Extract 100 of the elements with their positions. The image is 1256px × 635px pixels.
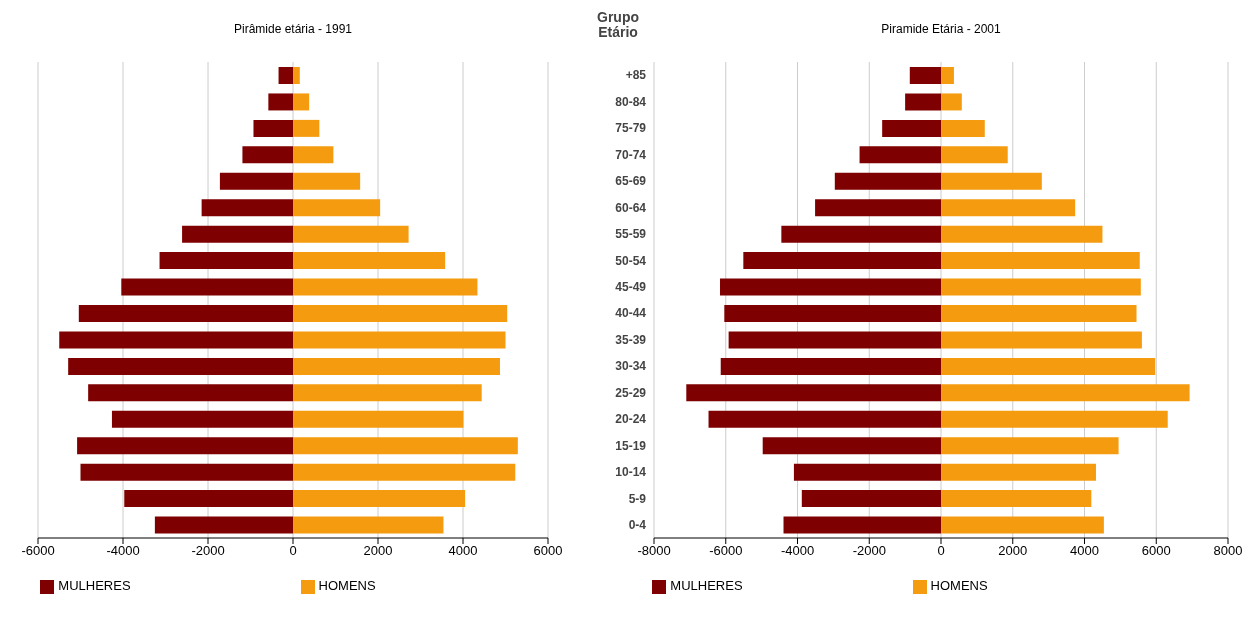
- y-tick-label: 25-29: [615, 385, 647, 400]
- y-tick-label: 30-34: [615, 359, 647, 374]
- x-tick-label: -6000: [21, 543, 55, 559]
- bar: [720, 357, 941, 375]
- bar: [941, 93, 962, 111]
- bar: [708, 410, 941, 428]
- bar: [941, 305, 1137, 322]
- y-tick-label: 70-74: [615, 147, 647, 162]
- bar: [159, 252, 293, 270]
- bar: [219, 172, 293, 190]
- bar: [743, 252, 941, 270]
- x-tick-label: 2000: [363, 543, 393, 559]
- legend-label: HOMENS: [930, 578, 988, 593]
- bar: [293, 146, 334, 164]
- bar: [815, 199, 941, 217]
- y-tick-label: 45-49: [615, 280, 647, 295]
- bar: [59, 331, 293, 349]
- bar: [293, 93, 310, 111]
- y-tick-label: 10-14: [615, 465, 647, 480]
- y-tick-label: 60-64: [615, 200, 647, 215]
- x-tick-label: -2000: [852, 543, 886, 559]
- bar: [121, 278, 293, 296]
- y-tick-label: 0-4: [628, 518, 647, 533]
- bar: [278, 67, 293, 84]
- bar: [201, 199, 293, 217]
- bar: [154, 516, 293, 534]
- bar: [941, 384, 1190, 402]
- y-tick-label: 20-24: [615, 412, 647, 427]
- bar: [293, 252, 446, 270]
- x-tick-label: 6000: [1141, 543, 1171, 559]
- bar: [801, 490, 941, 508]
- bar: [720, 278, 941, 296]
- bar: [762, 437, 941, 455]
- x-tick-label: -4000: [106, 543, 140, 559]
- bar: [941, 252, 1140, 270]
- bar: [728, 331, 941, 349]
- bar: [941, 516, 1104, 534]
- x-tick-label: 6000: [533, 543, 563, 559]
- bar: [941, 463, 1096, 481]
- bar: [941, 146, 1008, 164]
- bar: [293, 437, 518, 455]
- x-tick-label: 4000: [1070, 543, 1099, 559]
- y-tick-label: 5-9: [628, 491, 647, 506]
- bar: [293, 357, 500, 375]
- legend-label: MULHERES: [58, 578, 131, 593]
- y-tick-label: 40-44: [615, 306, 647, 321]
- bar: [941, 225, 1103, 243]
- bar: [293, 516, 444, 534]
- bar: [941, 331, 1142, 349]
- chart-title: Pirâmide etária - 1991: [232, 22, 354, 36]
- legend-label: HOMENS: [318, 578, 376, 593]
- y-tick-label: 50-54: [615, 253, 647, 268]
- bar: [293, 225, 409, 243]
- y-tick-label: +85: [625, 68, 647, 83]
- x-tick-label: 0: [289, 543, 297, 559]
- bar: [182, 225, 293, 243]
- y-tick-label: 55-59: [615, 227, 647, 242]
- bar: [859, 146, 941, 164]
- y-tick-label: 35-39: [615, 332, 647, 347]
- bar: [68, 357, 293, 375]
- bar: [293, 172, 361, 190]
- bar: [686, 384, 941, 402]
- bar: [293, 305, 508, 322]
- bar: [253, 119, 293, 137]
- y-tick-label: 80-84: [615, 94, 647, 109]
- bar: [293, 119, 320, 137]
- x-tick-label: 4000: [448, 543, 478, 559]
- x-tick-label: 8000: [1213, 543, 1243, 559]
- bar: [293, 278, 478, 296]
- bar: [77, 437, 293, 455]
- bar: [941, 410, 1168, 428]
- bar: [293, 490, 466, 508]
- bar: [941, 490, 1092, 508]
- bar: [941, 199, 1076, 217]
- bar: [80, 463, 293, 481]
- y-tick-label: 75-79: [615, 121, 647, 136]
- bar: [905, 93, 941, 111]
- bar: [111, 410, 293, 428]
- x-tick-label: -8000: [637, 543, 671, 559]
- bar: [293, 331, 506, 349]
- bar: [781, 225, 941, 243]
- bar: [941, 357, 1156, 375]
- bar: [293, 384, 482, 402]
- legend-label: MULHERES: [670, 578, 743, 593]
- y-axis-title: Grupo Etário: [596, 9, 640, 40]
- bar: [909, 67, 941, 84]
- bar: [724, 305, 941, 322]
- bar: [242, 146, 293, 164]
- bar: [941, 67, 954, 84]
- bar: [88, 384, 293, 402]
- bar: [293, 67, 300, 84]
- bar: [941, 172, 1042, 190]
- bar: [293, 410, 464, 428]
- x-tick-label: -4000: [780, 543, 815, 559]
- bar: [293, 199, 381, 217]
- x-tick-label: -2000: [191, 543, 225, 559]
- bar: [783, 516, 941, 534]
- y-tick-label: 65-69: [615, 174, 647, 189]
- bar: [293, 463, 516, 481]
- y-tick-label: 15-19: [615, 438, 647, 453]
